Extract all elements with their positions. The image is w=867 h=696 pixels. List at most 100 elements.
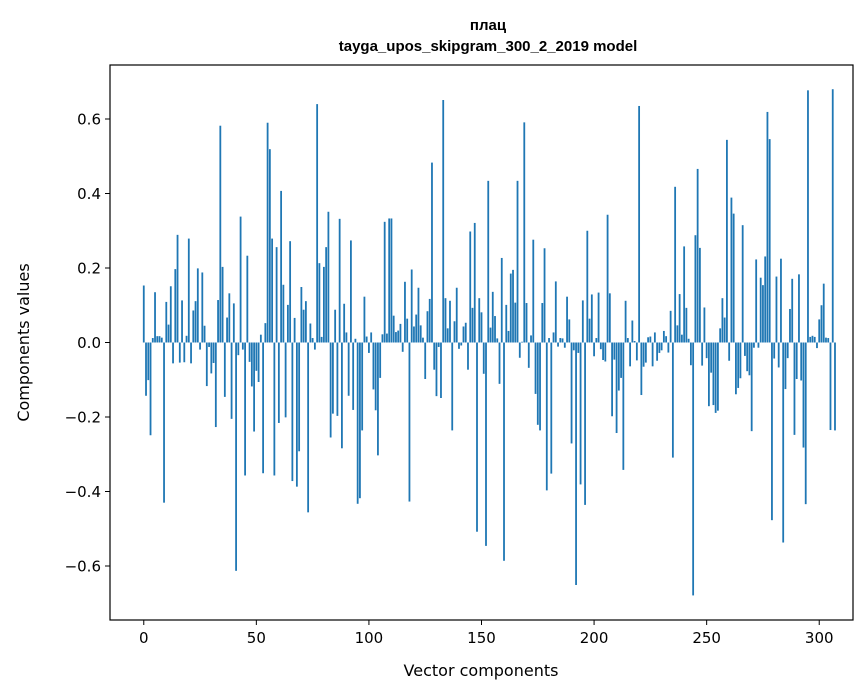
bar-301 xyxy=(820,305,823,343)
y-ticks-group: −0.6 −0.4 −0.2 0.0 0.2 0.4 0.6 xyxy=(65,111,110,575)
bar-272 xyxy=(755,259,758,343)
bar-137 xyxy=(451,342,454,431)
bar-114 xyxy=(399,323,402,343)
bar-131 xyxy=(437,342,440,347)
bar-184 xyxy=(557,342,559,347)
bar-246 xyxy=(696,168,699,343)
bar-160 xyxy=(503,342,505,561)
bar-24 xyxy=(196,268,199,343)
bar-285 xyxy=(784,342,787,390)
bar-27 xyxy=(203,325,206,343)
bar-45 xyxy=(244,342,246,476)
bar-161 xyxy=(505,304,508,343)
bar-250 xyxy=(705,342,708,359)
bar-171 xyxy=(527,342,530,368)
bar-224 xyxy=(647,337,650,343)
bar-154 xyxy=(489,327,492,343)
bar-42 xyxy=(237,342,240,356)
bar-307 xyxy=(834,342,836,431)
bar-90 xyxy=(345,332,348,343)
x-tick-label: 150 xyxy=(467,629,496,647)
bar-210 xyxy=(615,342,618,434)
bar-156 xyxy=(494,316,496,343)
bar-172 xyxy=(530,335,532,343)
bar-26 xyxy=(201,272,204,343)
bar-141 xyxy=(460,342,463,346)
bar-121 xyxy=(415,314,418,343)
bar-280 xyxy=(773,342,776,359)
bar-243 xyxy=(689,342,692,366)
bar-252 xyxy=(710,342,713,373)
bar-274 xyxy=(759,277,762,343)
bar-40 xyxy=(232,303,235,343)
bar-264 xyxy=(737,342,740,388)
bar-241 xyxy=(685,307,688,343)
x-tick-label: 200 xyxy=(580,629,609,647)
bar-195 xyxy=(581,300,584,343)
bar-1 xyxy=(145,342,147,396)
bar-22 xyxy=(192,310,195,343)
bar-29 xyxy=(208,342,210,347)
bar-125 xyxy=(424,342,427,379)
bar-262 xyxy=(732,213,735,343)
bar-188 xyxy=(566,296,568,343)
bar-212 xyxy=(620,342,622,378)
bar-297 xyxy=(811,335,814,343)
x-tick-label: 0 xyxy=(139,629,149,647)
bar-117 xyxy=(406,318,409,343)
y-tick-label: −0.2 xyxy=(65,408,101,426)
bar-232 xyxy=(665,336,668,343)
bar-133 xyxy=(442,100,445,343)
bar-148 xyxy=(476,342,478,532)
bar-14 xyxy=(174,269,177,343)
bar-53 xyxy=(262,342,264,474)
bar-71 xyxy=(302,309,305,343)
bar-187 xyxy=(563,342,566,348)
bar-111 xyxy=(392,315,395,343)
bar-134 xyxy=(444,298,447,343)
bar-39 xyxy=(230,342,233,419)
bar-231 xyxy=(662,330,665,343)
bar-37 xyxy=(226,317,228,343)
bar-177 xyxy=(541,303,544,343)
bar-128 xyxy=(431,162,433,343)
x-ticks-group: 0 50 100 150 200 250 300 xyxy=(139,620,834,647)
bar-94 xyxy=(354,338,357,343)
bar-10 xyxy=(165,301,168,343)
bar-180 xyxy=(548,338,550,343)
bar-130 xyxy=(435,342,438,397)
bar-166 xyxy=(516,180,519,343)
bar-113 xyxy=(397,330,400,343)
bar-185 xyxy=(559,338,562,343)
bar-283 xyxy=(780,258,782,343)
bar-20 xyxy=(187,238,190,343)
bar-275 xyxy=(762,285,764,343)
bar-38 xyxy=(228,293,231,343)
bar-174 xyxy=(534,342,537,394)
bar-176 xyxy=(539,342,541,431)
bar-291 xyxy=(798,274,800,343)
bar-91 xyxy=(347,342,350,396)
bar-142 xyxy=(462,326,465,343)
bar-98 xyxy=(363,296,366,343)
bar-19 xyxy=(185,335,188,343)
bar-135 xyxy=(446,328,449,343)
bar-151 xyxy=(482,342,485,374)
bar-266 xyxy=(741,225,744,343)
bar-62 xyxy=(282,284,285,343)
bar-118 xyxy=(408,342,411,502)
bar-140 xyxy=(458,342,460,349)
bar-33 xyxy=(217,300,219,343)
bar-6 xyxy=(156,336,159,343)
bar-92 xyxy=(350,240,352,343)
bar-213 xyxy=(622,342,625,470)
bar-122 xyxy=(417,287,420,343)
bar-147 xyxy=(473,222,476,343)
bar-258 xyxy=(723,317,726,343)
bar-149 xyxy=(478,298,481,343)
bar-97 xyxy=(361,342,364,431)
bar-16 xyxy=(178,342,181,363)
bar-240 xyxy=(683,246,686,343)
bar-170 xyxy=(525,303,528,343)
bar-167 xyxy=(518,342,521,358)
